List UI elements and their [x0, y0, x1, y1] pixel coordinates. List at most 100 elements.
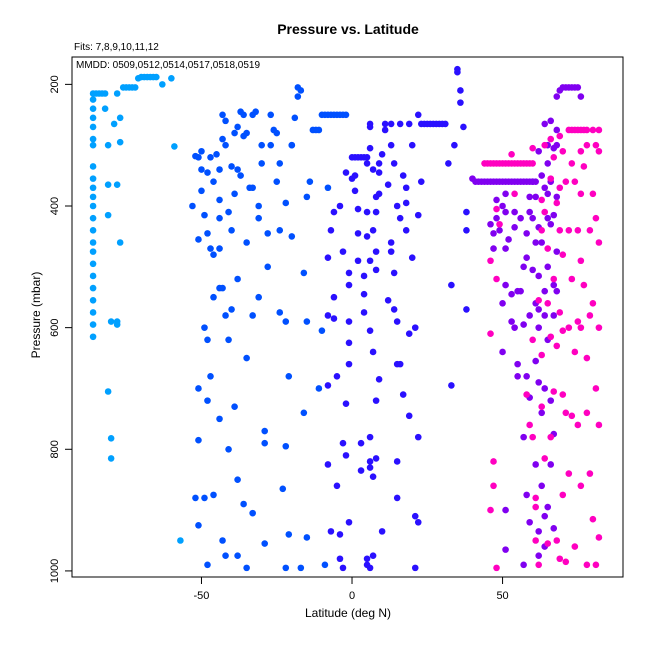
- data-point: [116, 138, 124, 146]
- data-point: [535, 147, 542, 155]
- data-point: [366, 144, 374, 152]
- data-point: [225, 336, 232, 344]
- data-point: [589, 300, 597, 307]
- data-point: [207, 372, 214, 380]
- data-point: [445, 160, 452, 167]
- data-point: [219, 537, 226, 544]
- data-point: [234, 552, 241, 560]
- data-point: [369, 348, 377, 356]
- data-point: [216, 415, 223, 423]
- data-point: [369, 166, 377, 173]
- data-point: [502, 208, 509, 216]
- data-point: [547, 175, 555, 182]
- data-point: [487, 330, 494, 338]
- data-point: [550, 281, 558, 289]
- data-point: [282, 199, 290, 207]
- data-point: [550, 525, 558, 532]
- data-point: [89, 333, 97, 341]
- data-point: [463, 306, 470, 313]
- data-point: [490, 230, 497, 237]
- data-point: [387, 239, 395, 246]
- data-point: [249, 184, 256, 192]
- data-point: [219, 135, 226, 143]
- data-point: [583, 141, 591, 149]
- data-point: [159, 81, 166, 88]
- data-point: [529, 178, 536, 185]
- data-point: [502, 546, 509, 553]
- data-point: [89, 272, 97, 280]
- data-point: [493, 196, 500, 204]
- chart-subtitle-dates: MMDD: 0509,0512,0514,0517,0518,0519: [76, 60, 260, 71]
- data-point: [411, 324, 419, 331]
- data-point: [234, 166, 241, 173]
- data-point: [499, 202, 506, 210]
- data-point: [532, 193, 539, 201]
- data-point: [252, 108, 259, 116]
- data-point: [324, 382, 332, 389]
- data-point: [285, 372, 293, 380]
- data-point: [291, 114, 299, 122]
- data-point: [285, 531, 293, 538]
- data-point: [547, 397, 555, 404]
- data-point: [586, 227, 594, 234]
- x-axis-label: Latitude (deg N): [305, 606, 391, 620]
- data-point: [547, 117, 555, 125]
- data-point: [204, 336, 211, 344]
- data-point: [342, 111, 350, 119]
- data-point: [544, 214, 552, 222]
- data-point: [448, 281, 455, 289]
- data-point: [243, 354, 250, 362]
- data-point: [375, 190, 383, 198]
- data-point: [553, 193, 561, 201]
- data-point: [490, 245, 497, 252]
- data-point: [457, 87, 464, 94]
- data-point: [508, 151, 515, 158]
- data-point: [327, 227, 335, 234]
- data-point: [402, 227, 410, 234]
- data-point: [511, 324, 518, 331]
- data-point: [502, 190, 509, 198]
- data-point: [198, 166, 205, 173]
- data-point: [526, 193, 533, 201]
- data-point: [237, 172, 244, 179]
- data-point: [258, 160, 265, 167]
- data-point: [393, 458, 401, 465]
- data-point: [553, 126, 561, 134]
- data-point: [366, 464, 374, 471]
- data-point: [532, 503, 539, 511]
- data-point: [240, 500, 247, 508]
- data-point: [177, 537, 184, 544]
- data-point: [104, 141, 112, 149]
- data-point: [562, 558, 570, 566]
- data-point: [390, 306, 398, 313]
- data-point: [493, 275, 500, 283]
- data-point: [342, 452, 350, 459]
- data-point: [222, 141, 229, 149]
- data-point: [562, 178, 570, 185]
- data-point: [366, 123, 374, 131]
- y-tick-label: 400: [49, 197, 61, 215]
- data-point: [345, 339, 353, 347]
- data-point: [89, 284, 97, 292]
- data-point: [89, 214, 97, 222]
- data-point: [201, 211, 208, 219]
- data-point: [324, 461, 332, 468]
- data-point: [243, 239, 250, 246]
- data-point: [189, 202, 196, 210]
- data-point: [526, 208, 533, 216]
- data-point: [324, 312, 332, 319]
- data-point: [249, 312, 256, 319]
- data-point: [550, 275, 558, 283]
- data-point: [405, 120, 413, 128]
- data-point: [195, 385, 202, 392]
- data-point: [544, 160, 552, 167]
- data-point: [131, 84, 139, 91]
- data-point: [354, 230, 362, 237]
- data-point: [342, 169, 350, 176]
- data-point: [493, 214, 500, 222]
- data-point: [586, 470, 594, 477]
- data-point: [201, 494, 208, 502]
- data-point: [216, 214, 223, 222]
